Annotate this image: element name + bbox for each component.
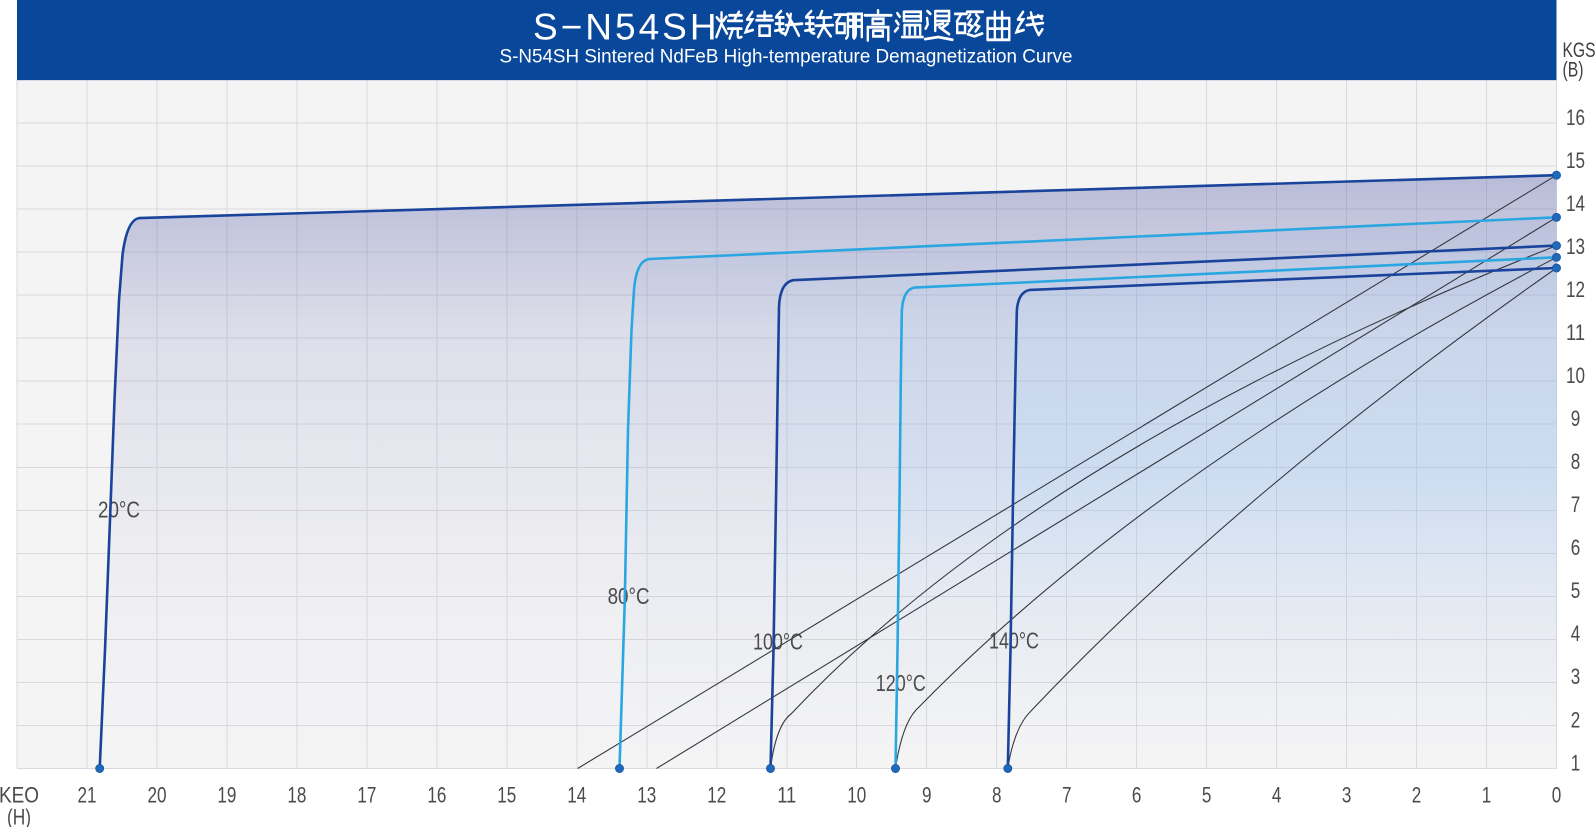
svg-text:100°C: 100°C <box>753 629 803 655</box>
svg-text:16: 16 <box>427 783 446 808</box>
svg-text:2: 2 <box>1571 707 1581 732</box>
svg-text:15: 15 <box>1566 148 1585 173</box>
svg-text:1: 1 <box>1571 750 1581 775</box>
svg-text:14: 14 <box>567 783 586 808</box>
svg-text:5: 5 <box>1571 578 1581 603</box>
svg-text:6: 6 <box>1132 783 1142 808</box>
svg-text:(B): (B) <box>1563 59 1584 82</box>
svg-text:S-N54SH Sintered NdFeB High-te: S-N54SH Sintered NdFeB High-temperature … <box>500 46 1073 68</box>
svg-text:13: 13 <box>1566 234 1585 259</box>
svg-text:6: 6 <box>1571 535 1581 560</box>
svg-text:80°C: 80°C <box>608 583 650 609</box>
svg-text:20°C: 20°C <box>98 497 140 523</box>
svg-text:3: 3 <box>1342 783 1352 808</box>
svg-text:4: 4 <box>1272 783 1282 808</box>
svg-text:12: 12 <box>1566 277 1585 302</box>
svg-text:0: 0 <box>1552 783 1562 808</box>
svg-text:140°C: 140°C <box>989 628 1039 654</box>
svg-text:(H): (H) <box>7 805 31 827</box>
svg-text:1: 1 <box>1482 783 1492 808</box>
svg-text:9: 9 <box>922 783 932 808</box>
svg-text:7: 7 <box>1062 783 1072 808</box>
svg-text:11: 11 <box>777 783 796 808</box>
svg-text:19: 19 <box>217 783 236 808</box>
svg-text:14: 14 <box>1566 191 1585 216</box>
svg-text:18: 18 <box>287 783 306 808</box>
svg-text:8: 8 <box>1571 449 1581 474</box>
svg-text:21: 21 <box>78 783 97 808</box>
svg-text:13: 13 <box>637 783 656 808</box>
svg-text:17: 17 <box>357 783 376 808</box>
svg-text:11: 11 <box>1566 320 1585 345</box>
svg-text:KEO: KEO <box>0 783 39 808</box>
svg-text:4: 4 <box>1571 621 1581 646</box>
svg-text:S−N54SH: S−N54SH <box>533 7 720 48</box>
svg-text:2: 2 <box>1412 783 1422 808</box>
svg-text:9: 9 <box>1571 406 1581 431</box>
svg-text:16: 16 <box>1566 105 1585 130</box>
svg-text:KGS: KGS <box>1563 39 1596 62</box>
svg-text:20: 20 <box>148 783 167 808</box>
svg-text:7: 7 <box>1571 492 1581 517</box>
svg-text:5: 5 <box>1202 783 1212 808</box>
svg-text:10: 10 <box>847 783 866 808</box>
svg-text:12: 12 <box>707 783 726 808</box>
svg-text:120°C: 120°C <box>876 670 926 696</box>
svg-text:10: 10 <box>1566 363 1585 388</box>
svg-text:15: 15 <box>497 783 516 808</box>
svg-text:8: 8 <box>992 783 1002 808</box>
svg-text:3: 3 <box>1571 664 1581 689</box>
